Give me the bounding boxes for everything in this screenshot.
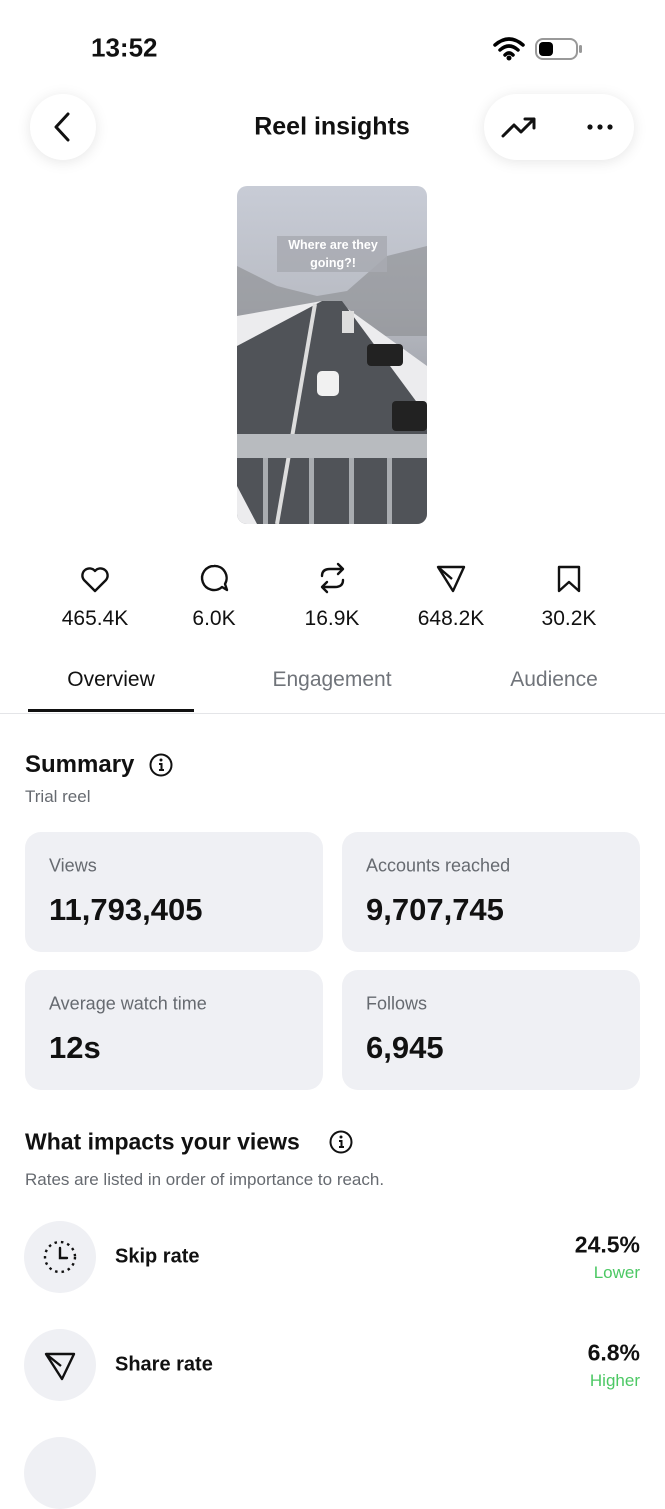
- metric-label: Accounts reached: [366, 855, 511, 876]
- rate-value: 6.8%: [587, 1339, 640, 1366]
- icon-circle: [24, 1221, 96, 1293]
- metric-value: 12s: [49, 1030, 101, 1065]
- reel-thumbnail[interactable]: [237, 186, 427, 524]
- metric-card: Accounts reached 9,707,745: [342, 832, 640, 952]
- metric-value: 11,793,405: [49, 892, 203, 927]
- metric-card: Views 11,793,405: [25, 832, 323, 952]
- screen: 13:52 Reel insights Where are they going…: [0, 32, 665, 1509]
- icon-circle: [24, 1437, 96, 1509]
- tab[interactable]: Overview: [67, 668, 155, 691]
- metric-value: 9,707,745: [366, 892, 504, 927]
- trend-button[interactable]: [501, 114, 537, 140]
- rate-status: Higher: [589, 1371, 640, 1390]
- stat-icons: [81, 562, 581, 594]
- rate-value: 24.5%: [574, 1231, 640, 1258]
- tab-divider: [0, 713, 665, 714]
- tab-indicator: [28, 709, 194, 712]
- impacts-note: Rates are listed in order of importance …: [25, 1170, 385, 1189]
- back-button[interactable]: [30, 94, 96, 160]
- info-icon[interactable]: [329, 1130, 353, 1154]
- metric-value: 6,945: [366, 1030, 444, 1065]
- metric-label: Follows: [366, 993, 428, 1014]
- action-pill: [484, 94, 634, 160]
- rate-label: Skip rate: [115, 1245, 200, 1268]
- tab[interactable]: Engagement: [272, 668, 392, 691]
- thumbnail-caption: Where are they going?!: [288, 238, 378, 270]
- summary-subtitle: Trial reel: [25, 787, 91, 806]
- stat-count: 6.0K: [192, 607, 236, 630]
- metric-card: Follows 6,945: [342, 970, 640, 1090]
- icon-circle: [24, 1329, 96, 1401]
- rate-label: Share rate: [115, 1353, 213, 1376]
- header-title: Reel insights: [254, 112, 410, 141]
- metric-card: Average watch time 12s: [25, 970, 323, 1090]
- status-icons: [493, 37, 582, 61]
- stat-count: 648.2K: [417, 607, 485, 630]
- metric-label: Views: [49, 855, 97, 876]
- tab[interactable]: Audience: [510, 668, 598, 691]
- more-button[interactable]: [587, 123, 613, 131]
- stat-count: 30.2K: [541, 607, 597, 630]
- summary-title: Summary: [25, 751, 135, 778]
- rate-status: Lower: [593, 1263, 640, 1282]
- info-icon[interactable]: [149, 753, 173, 777]
- metric-label: Average watch time: [49, 993, 207, 1014]
- stat-count: 16.9K: [304, 607, 360, 630]
- status-time: 13:52: [91, 32, 158, 63]
- stat-count: 465.4K: [61, 607, 129, 630]
- impacts-title: What impacts your views: [25, 1128, 300, 1155]
